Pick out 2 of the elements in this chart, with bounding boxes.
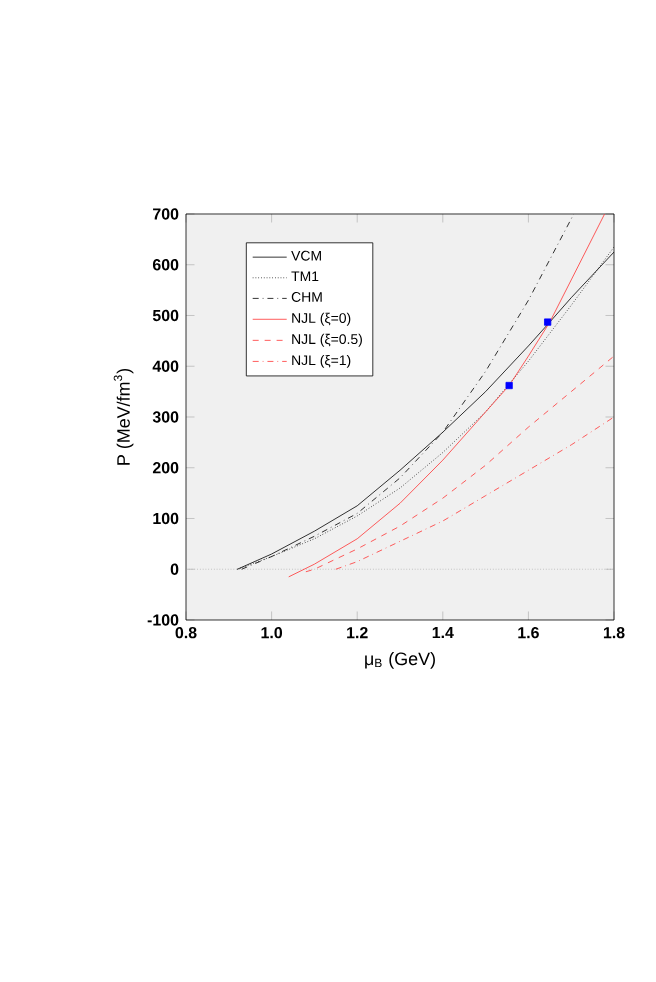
x-axis-title: μ$_{B}$ (GeV) (365, 652, 435, 669)
y-axis-title: P (MeV/fm$^{3}$) (113, 368, 134, 465)
